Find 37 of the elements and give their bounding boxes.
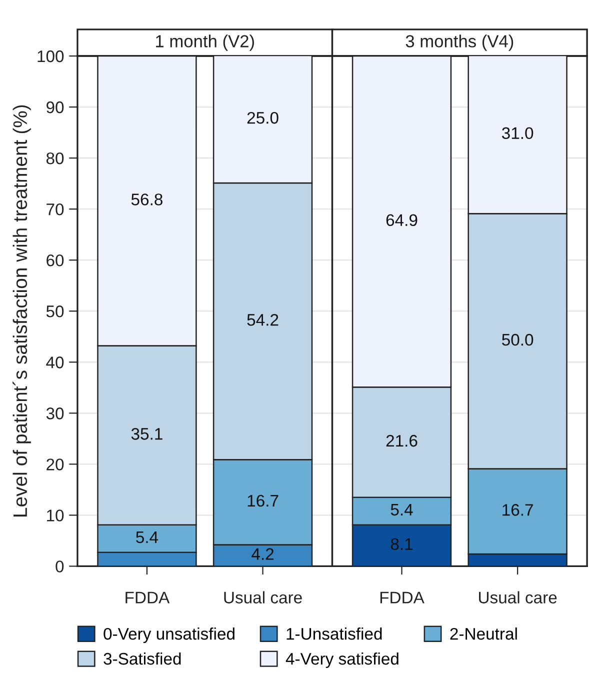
y-tick-label: 50 <box>46 306 64 318</box>
data-label: 16.7 <box>502 504 533 516</box>
data-label: 5.4 <box>136 532 158 544</box>
chart-title: 1 month (V2) <box>156 34 254 51</box>
y-axis-title: Level of patient´s satisfaction with treatment (%) <box>12 105 31 516</box>
chart-title: 3 months (V4) <box>406 34 514 51</box>
data-label: 25.0 <box>247 112 278 124</box>
y-tick-label: 80 <box>46 152 64 164</box>
y-tick-label: 40 <box>46 356 64 368</box>
x-tick-label: Usual care <box>224 591 302 604</box>
data-label: 50.0 <box>502 334 534 346</box>
y-tick-label: 20 <box>46 458 64 470</box>
data-label: 64.9 <box>386 214 418 226</box>
data-label: 54.2 <box>247 314 278 326</box>
legend-label: 4-Very satisfied <box>286 652 398 668</box>
legend-label: 1-Unsatisfied <box>286 628 382 640</box>
x-tick-label: FDDA <box>380 592 424 604</box>
x-tick-label: FDDA <box>126 592 170 604</box>
data-label: 8.1 <box>390 538 413 550</box>
y-tick-label: 0 <box>56 560 64 572</box>
data-label: 16.7 <box>248 494 278 507</box>
data-label: 35.1 <box>131 428 162 440</box>
y-tick-label: 30 <box>46 408 64 420</box>
legend-label: 0-Very unsatisfied <box>104 628 234 644</box>
y-tick-label: 70 <box>46 203 64 216</box>
data-label: 21.6 <box>386 434 418 447</box>
data-label: 31.0 <box>502 127 534 140</box>
y-tick-label: 60 <box>46 254 64 266</box>
y-tick-label: 90 <box>46 101 64 114</box>
data-label: 5.4 <box>390 504 413 516</box>
y-tick-label: 10 <box>47 510 64 522</box>
y-tick-label: 100 <box>38 50 64 62</box>
legend-label: 2-Neutral <box>450 628 517 640</box>
legend-label: 3-Satisfied <box>104 652 181 665</box>
data-label: 56.8 <box>131 194 162 206</box>
x-tick-label: Usual care <box>479 591 557 604</box>
data-label: 4.2 <box>252 548 274 560</box>
